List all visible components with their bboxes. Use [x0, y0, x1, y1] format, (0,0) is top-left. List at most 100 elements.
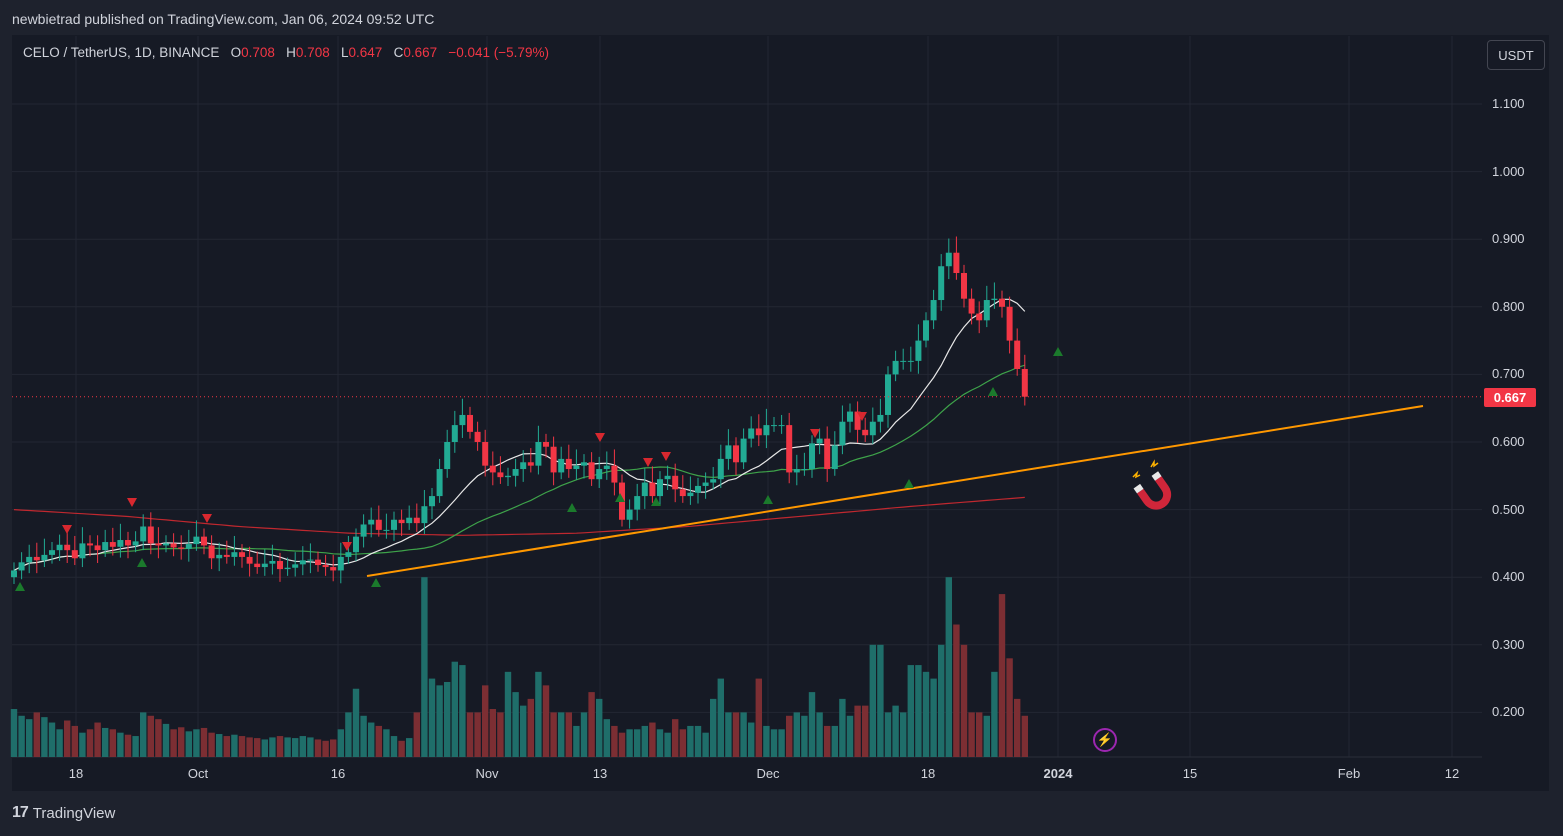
candle-body	[520, 462, 527, 470]
volume-bar	[573, 725, 580, 757]
buy-marker	[988, 387, 998, 396]
candle-body	[961, 273, 967, 299]
volume-bar	[474, 712, 481, 757]
volume-bar	[877, 644, 884, 757]
volume-bar	[170, 729, 177, 757]
volume-bar	[611, 725, 618, 757]
x-tick-label: Dec	[756, 766, 780, 781]
volume-bar	[140, 712, 147, 757]
candle-body	[474, 431, 481, 442]
volume-bar	[71, 725, 78, 757]
trend-line	[366, 405, 1424, 577]
volume-bar	[862, 705, 869, 757]
volume-bar	[466, 712, 474, 757]
volume-bar	[694, 725, 702, 757]
buy-marker	[137, 558, 147, 567]
volume-bar	[801, 715, 808, 757]
volume-bar	[482, 685, 489, 757]
volume-bar	[200, 727, 208, 757]
volume-bar	[649, 722, 656, 757]
volume-bar	[1006, 658, 1013, 757]
candle-body	[246, 556, 253, 564]
volume-bar	[208, 732, 215, 757]
volume-bar	[732, 712, 740, 757]
candle-body	[687, 492, 694, 497]
candle-body	[543, 442, 549, 447]
volume-bar	[778, 729, 785, 757]
volume-bar	[588, 692, 595, 757]
volume-bar	[18, 715, 25, 757]
candle-body	[1006, 306, 1013, 341]
spark-right	[1150, 459, 1159, 468]
buy-marker	[651, 497, 661, 506]
candle-body	[702, 482, 709, 486]
candle-body	[801, 469, 808, 471]
volume-bar	[451, 661, 458, 757]
volume-bar	[641, 725, 648, 757]
candle-body	[421, 506, 428, 524]
candle-body	[657, 479, 663, 497]
volume-bar	[618, 732, 626, 757]
volume-bar	[314, 739, 322, 757]
candle-body	[573, 465, 580, 470]
volume-bar	[33, 712, 40, 757]
volume-bar	[725, 712, 732, 757]
sell-marker	[643, 458, 653, 467]
volume-bar	[1014, 698, 1021, 757]
candle-body	[748, 428, 755, 439]
candle-body	[816, 438, 823, 444]
volume-bar	[368, 722, 375, 757]
tradingview-logo-icon: 17	[12, 804, 29, 821]
brand[interactable]: 17 TradingView	[12, 804, 115, 822]
currency-button[interactable]: USDT	[1487, 40, 1545, 70]
volume-bar	[922, 671, 930, 757]
candle-body	[558, 458, 565, 473]
candle-body	[155, 543, 162, 546]
volume-bar	[284, 737, 291, 757]
candle-body	[824, 438, 831, 470]
chart-frame	[12, 35, 1549, 791]
lightning-icon[interactable]: ⚡	[1093, 728, 1117, 752]
candle-body	[793, 469, 800, 473]
candle-body	[41, 554, 48, 561]
candle-body	[132, 541, 139, 546]
volume-bar	[930, 678, 937, 757]
volume-bar	[238, 736, 246, 757]
candle-body	[125, 540, 131, 546]
candle-body	[11, 570, 17, 578]
x-tick-label: 12	[1444, 766, 1460, 781]
candle-body	[185, 544, 192, 549]
candle-body	[550, 446, 557, 473]
volume-bar	[603, 719, 610, 757]
volume-bar	[299, 736, 306, 757]
volume-bar	[383, 729, 390, 757]
candle-body	[505, 475, 511, 478]
candle-body	[459, 414, 466, 426]
x-tick-label: 2024	[1043, 766, 1073, 781]
publisher-line: newbietrad published on TradingView.com,…	[12, 11, 435, 27]
candle-body	[94, 545, 101, 551]
candle-body	[307, 559, 314, 561]
close-value: 0.667	[403, 45, 438, 60]
volume-bar	[839, 698, 846, 757]
volume-bar	[884, 712, 892, 757]
volume-bar	[907, 665, 914, 757]
volume-bar	[41, 717, 48, 757]
close-label: C	[393, 45, 404, 60]
volume-bar	[231, 734, 238, 757]
y-tick-label: 0.400	[1492, 569, 1525, 585]
candle-body	[968, 298, 975, 314]
volume-bar	[10, 709, 18, 757]
candle-body	[193, 536, 200, 545]
sell-marker	[202, 514, 212, 523]
candle-body	[626, 509, 633, 520]
candle-body	[915, 340, 922, 361]
volume-bar	[375, 725, 382, 757]
candle-body	[26, 556, 33, 563]
volume-bar	[345, 712, 352, 757]
candle-body	[330, 567, 337, 571]
candle-body	[467, 414, 473, 432]
candle-body	[1021, 368, 1028, 397]
last-price-badge: 0.667	[1484, 388, 1536, 407]
